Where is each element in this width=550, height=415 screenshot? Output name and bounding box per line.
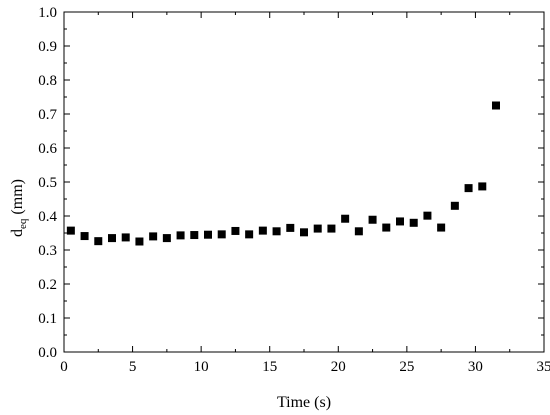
data-point <box>121 233 130 242</box>
data-point <box>286 223 295 232</box>
x-tick-label: 0 <box>60 359 68 375</box>
data-point <box>94 237 103 246</box>
data-point <box>204 230 212 239</box>
data-point <box>423 211 432 220</box>
data-point <box>162 234 171 243</box>
x-axis-title: Time (s) <box>277 394 331 411</box>
data-point <box>450 201 459 210</box>
data-point <box>66 226 75 235</box>
x-tick-label: 5 <box>129 359 137 375</box>
data-point <box>149 232 158 241</box>
y-tick-label: 0.3 <box>38 243 57 259</box>
x-tick-label: 10 <box>194 359 209 375</box>
data-point <box>272 227 281 236</box>
data-point <box>108 234 116 243</box>
x-tick-label: 35 <box>537 359 550 375</box>
y-axis-title-unit: (mm) <box>9 179 26 219</box>
data-point <box>492 101 500 110</box>
data-point <box>409 218 418 227</box>
y-axis-title: deq (mm) <box>9 179 29 237</box>
data-point <box>464 184 473 193</box>
y-axis-title-main: d <box>9 229 26 237</box>
data-point <box>382 223 391 232</box>
plot-area <box>63 11 545 353</box>
data-point <box>368 215 377 224</box>
data-point <box>80 232 89 241</box>
data-point <box>245 230 254 239</box>
x-axis: 0 5 10 15 20 25 30 35 <box>60 12 550 375</box>
data-point <box>341 214 350 223</box>
y-tick-label: 0.0 <box>38 345 57 361</box>
y-axis-title-subscript: eq <box>17 218 29 229</box>
data-point <box>217 230 226 239</box>
data-point <box>231 226 240 235</box>
data-point <box>354 227 363 236</box>
y-tick-label: 0.1 <box>38 311 57 327</box>
data-point <box>327 224 336 233</box>
data-point <box>190 231 199 240</box>
data-series <box>66 101 500 246</box>
y-tick-label: 0.4 <box>38 209 57 225</box>
y-tick-label: 0.5 <box>38 175 57 191</box>
data-point <box>313 224 322 233</box>
data-point <box>396 217 404 226</box>
data-point <box>135 237 144 246</box>
data-point <box>258 226 267 235</box>
data-point <box>437 223 446 232</box>
data-point <box>478 182 487 191</box>
y-tick-label: 0.7 <box>38 107 57 123</box>
y-tick-label: 0.9 <box>38 39 57 55</box>
y-tick-label: 1.0 <box>38 5 57 21</box>
x-tick-label: 30 <box>468 359 483 375</box>
data-point <box>300 228 308 237</box>
x-tick-label: 25 <box>399 359 414 375</box>
y-tick-label: 0.8 <box>38 73 57 89</box>
y-axis: 0.0 0.1 0.2 0.3 0.4 0.5 0.6 0.7 0.8 0.9 1.0 <box>38 5 544 361</box>
y-tick-label: 0.6 <box>38 141 57 157</box>
plot-frame <box>63 11 545 353</box>
data-point <box>176 231 185 240</box>
x-tick-label: 15 <box>262 359 277 375</box>
y-tick-label: 0.2 <box>38 277 57 293</box>
x-tick-label: 20 <box>331 359 346 375</box>
